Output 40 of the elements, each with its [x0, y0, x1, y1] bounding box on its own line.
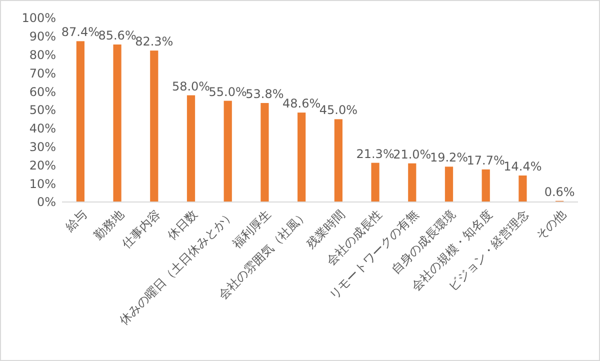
y-tick-label: 50%: [29, 103, 56, 118]
y-tick-label: 20%: [29, 158, 56, 172]
data-label: 82.3%: [135, 34, 174, 49]
y-tick-label: 0%: [36, 195, 56, 210]
bar: [76, 41, 84, 202]
data-label: 53.8%: [246, 87, 284, 102]
bar: [408, 163, 416, 202]
bar: [298, 112, 306, 202]
y-tick-label: 90%: [29, 30, 56, 44]
y-tick-label: 10%: [29, 176, 56, 191]
data-label: 55.0%: [208, 84, 247, 99]
bar: [186, 95, 196, 202]
y-tick-label: 60%: [29, 84, 56, 99]
data-label: 58.0%: [172, 79, 210, 94]
data-label: 19.2%: [430, 150, 468, 165]
y-tick-label: 30%: [29, 140, 56, 154]
bar: [113, 44, 122, 202]
bar: [260, 103, 269, 202]
data-label: 85.6%: [98, 28, 136, 42]
y-tick-label: 70%: [29, 66, 56, 80]
data-label: 87.4%: [61, 25, 100, 40]
data-label: 21.3%: [356, 146, 394, 161]
data-label: 17.7%: [466, 153, 505, 168]
x-tick-label: その他: [533, 207, 569, 243]
data-label: 48.6%: [282, 96, 321, 111]
data-label: 0.6%: [544, 184, 575, 199]
bar: [150, 50, 158, 202]
bar: [482, 169, 490, 202]
bar: [518, 176, 527, 202]
data-label: 45.0%: [319, 103, 358, 118]
y-tick-label: 80%: [29, 48, 56, 62]
x-tick-label: 給与: [62, 207, 90, 235]
y-tick-label: 100%: [22, 11, 56, 26]
bar: [224, 100, 232, 202]
data-label: 14.4%: [504, 160, 542, 174]
bar: [371, 162, 380, 202]
bar: [334, 119, 342, 202]
y-tick-label: 40%: [29, 122, 56, 136]
data-label: 21.0%: [393, 147, 432, 162]
bar: [444, 166, 454, 202]
